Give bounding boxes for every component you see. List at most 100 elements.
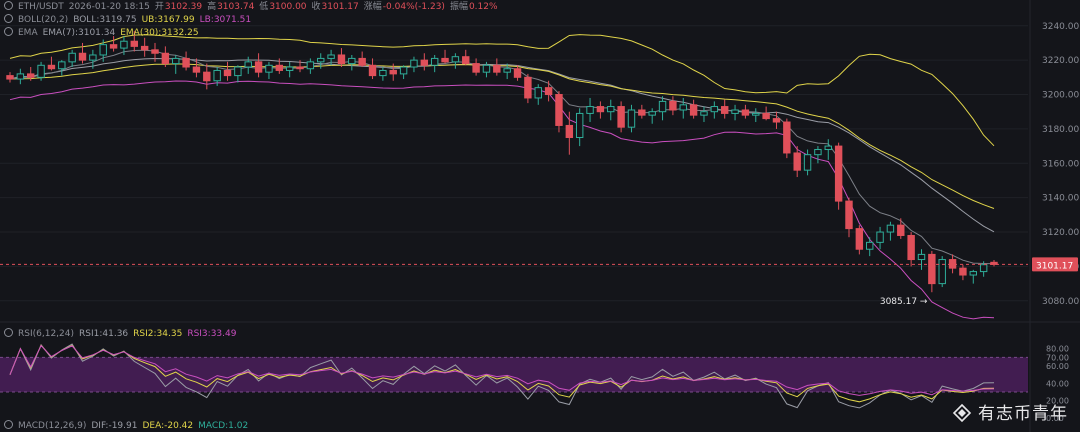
candle-body — [897, 224, 905, 236]
candle-body — [399, 66, 408, 75]
candle-body — [627, 109, 636, 128]
ema-label[interactable]: EMA — [18, 28, 38, 38]
candle-body — [907, 234, 915, 261]
candle-body — [368, 64, 377, 77]
candle-body — [78, 52, 87, 61]
macd-value: MACD:1.02 — [198, 421, 249, 431]
low-label: 低 — [259, 2, 269, 12]
boll-ub: UB:3167.99 — [141, 15, 195, 25]
macd-row: MACD(12,26,9) DIF:-19.91 DEA:-20.42 MACD:1.… — [4, 420, 253, 432]
candle-body — [296, 66, 304, 70]
eye-icon[interactable] — [4, 420, 13, 429]
candle-body — [493, 64, 501, 73]
candle-body — [513, 68, 522, 78]
close-value: 3101.17 — [321, 2, 359, 12]
candle-body — [979, 264, 988, 273]
rsi1-value: RSI1:41.36 — [79, 329, 129, 339]
candle-body — [420, 59, 429, 66]
boll-mid: BOLL:3119.75 — [73, 15, 137, 25]
candle-body — [234, 66, 242, 77]
candle-body — [192, 66, 201, 73]
close-label: 收 — [311, 2, 321, 12]
rsi-row: RSI(6,12,24) RSI1:41.36 RSI2:34.35 RSI3:33.… — [4, 328, 241, 340]
candle-body — [161, 52, 170, 65]
candle-body — [638, 109, 646, 116]
candle-body — [762, 112, 770, 120]
candle-body — [151, 49, 159, 54]
candle-body — [865, 241, 874, 250]
last-price-tag — [1032, 257, 1078, 272]
rsi-band — [0, 357, 1028, 392]
candle-body — [969, 271, 977, 276]
boll-label[interactable]: BOLL(20,2) — [18, 15, 69, 25]
candle-body — [803, 154, 812, 171]
candle-body — [793, 152, 801, 171]
ema7-value: EMA(7):3101.34 — [42, 28, 116, 38]
candle-body — [120, 40, 128, 49]
eye-icon[interactable] — [4, 27, 13, 36]
candle-body — [172, 57, 180, 65]
diamond-logo-icon — [952, 403, 972, 423]
watermark: 有志币青年 — [952, 399, 1068, 424]
datetime-label: 2026-01-20 18:15 — [68, 2, 150, 12]
boll-lower-line — [9, 80, 995, 320]
candle-body — [752, 112, 760, 116]
open-value: 3102.39 — [164, 2, 203, 12]
eye-icon[interactable] — [4, 328, 13, 337]
rsi-label[interactable]: RSI(6,12,24) — [18, 329, 74, 339]
candle-body — [58, 61, 66, 70]
candle-body — [482, 64, 491, 73]
pair-label[interactable]: ETH/USDT — [18, 2, 64, 12]
low-value: 3100.00 — [269, 2, 307, 12]
candle-body — [410, 59, 418, 68]
candle-body — [244, 61, 252, 68]
candle-body — [689, 104, 698, 116]
price-tick-label: 3120.00 — [1042, 228, 1079, 238]
ema30-value: EMA(30):3132.25 — [120, 28, 199, 38]
candle-body — [223, 69, 232, 77]
candle-body — [607, 106, 615, 113]
high-value: 3103.74 — [217, 2, 255, 12]
candle-body — [917, 253, 926, 261]
candle-body — [679, 104, 687, 111]
candle-body — [741, 109, 750, 116]
candle-body — [524, 76, 532, 99]
price-tick-label: 3080.00 — [1042, 297, 1079, 307]
price-tick-label: 3200.00 — [1042, 91, 1079, 101]
candle-body — [68, 52, 76, 63]
candle-body — [565, 124, 574, 138]
rsi-tick-label: 80.00 — [1046, 345, 1069, 354]
candle-body — [886, 224, 895, 233]
candle-body — [451, 56, 460, 63]
rsi3-value: RSI3:33.49 — [187, 329, 237, 339]
candle-body — [441, 57, 449, 63]
candle-body — [337, 54, 346, 65]
candle-body — [99, 44, 107, 56]
eye-icon[interactable] — [4, 1, 13, 10]
candle-body — [876, 231, 884, 243]
open-label: 开 — [154, 2, 164, 12]
boll-lb: LB:3071.51 — [199, 15, 252, 25]
price-tick-label: 3240.00 — [1042, 22, 1079, 32]
macd-label[interactable]: MACD(12,26,9) — [18, 421, 87, 431]
candle-body — [327, 54, 335, 59]
candle-body — [555, 94, 563, 126]
candle-body — [37, 64, 45, 78]
candle-body — [586, 106, 594, 114]
candle-body — [275, 64, 284, 71]
candle-body — [544, 87, 553, 96]
eye-icon[interactable] — [4, 14, 13, 23]
rsi2-value: RSI2:34.35 — [133, 329, 183, 339]
candle-body — [928, 253, 936, 285]
dif-value: DIF:-19.91 — [91, 421, 138, 431]
candle-body — [130, 40, 139, 47]
rsi2-line — [9, 344, 995, 403]
candle-body — [783, 121, 791, 154]
rsi-tick-label: 20.00 — [1046, 397, 1069, 406]
candle-body — [285, 66, 294, 71]
candle-body — [358, 57, 366, 66]
candle-body — [959, 267, 967, 276]
candle-body — [990, 261, 998, 265]
